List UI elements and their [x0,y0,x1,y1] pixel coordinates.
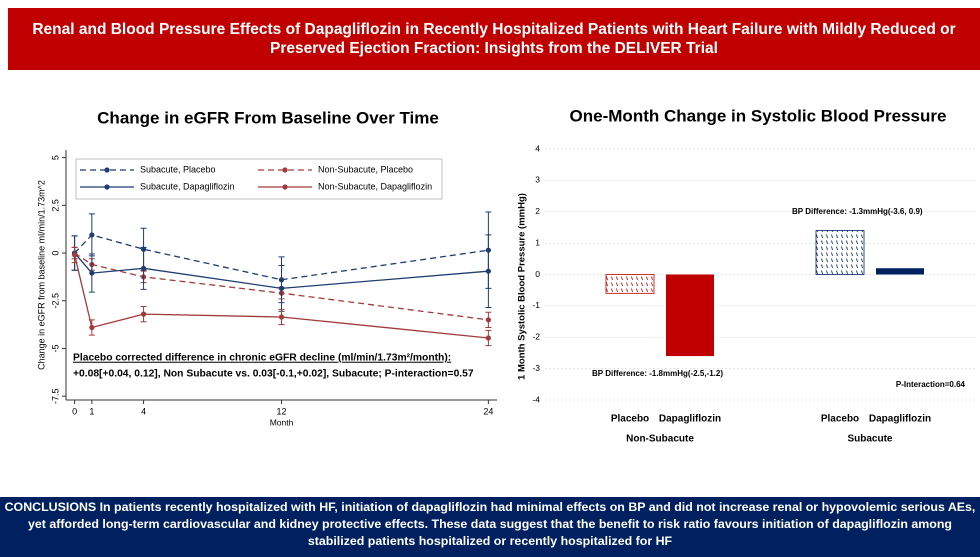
legend-label: Subacute, Placebo [140,164,216,174]
x-tick-label: 0 [72,406,77,416]
x-tick-label: 12 [276,406,286,416]
y-tick-label: -5 [50,344,60,352]
data-point [485,268,491,274]
data-point [140,265,147,271]
legend-label: Subacute, Dapagliflozin [140,181,235,191]
y-tick-label: -1 [532,300,540,310]
data-point [89,270,95,276]
x-tick-label: 24 [483,406,493,416]
y-axis-label: 1 Month Systolic Blood Pressure (mmHg) [517,193,528,380]
group-label: Subacute [847,434,892,445]
y-tick-label: 4 [535,143,540,153]
y-tick-label: 5 [50,155,60,160]
y-tick-label: 0 [535,269,540,279]
data-point [278,285,285,291]
y-tick-label: 2 [535,206,540,216]
annotation-heading: Placebo corrected difference in chronic … [73,353,451,364]
bar-label: Placebo [611,414,649,425]
header-title: Renal and Blood Pressure Effects of Dapa… [8,8,980,70]
annotation-text: +0.08[+0.04, 0.12], Non Subacute vs. 0.0… [73,369,474,380]
data-point [89,324,95,331]
y-tick-label: -7.5 [50,388,60,404]
annotation: P-Interaction=0.64 [896,380,966,389]
data-point [89,232,95,238]
bar [666,274,714,357]
legend-marker [104,167,110,173]
chart-title: Change in eGFR From Baseline Over Time [97,108,439,127]
chart-title: One-Month Change in Systolic Blood Press… [570,106,947,125]
legend-marker [282,167,288,173]
y-tick-label: 3 [535,175,540,185]
legend-marker [282,184,288,190]
annotation-box [70,349,495,383]
bar [815,230,865,275]
annotation: BP Difference: -1.8mmHg(-2.5,-1.2) [592,369,723,378]
bar-label: Dapagliflozin [869,414,931,425]
bar [876,268,924,275]
data-point [72,252,78,258]
group-label: Non-Subacute [626,434,694,445]
data-point [278,314,285,320]
data-point [140,311,147,317]
charts: Change in eGFR From Baseline Over Time 5 2… [36,106,975,445]
legend-label: Non-Subacute, Placebo [318,164,413,174]
y-tick-label: 1 [535,237,540,247]
bar-label: Placebo [821,414,859,425]
x-tick-label: 1 [89,406,94,416]
conclusions: CONCLUSIONS In patients recently hospita… [0,497,980,557]
data-point [485,335,491,341]
y-tick-label: -4 [532,394,540,404]
y-tick-label: -2 [532,332,540,342]
x-axis-label: Month [270,417,294,427]
bar-label: Dapagliflozin [659,414,721,425]
bar [605,274,655,294]
legend-box [75,158,443,200]
x-tick-label: 4 [141,406,146,416]
y-tick-label: 2.5 [50,199,60,212]
legend-label: Non-Subacute, Dapagliflozin [318,181,432,191]
annotation: BP Difference: -1.3mmHg(-3.6, 0.9) [792,207,923,216]
y-tick-label: 0 [50,251,60,256]
legend-marker [104,184,110,190]
y-tick-label: -3 [532,363,540,373]
data-point [485,317,491,323]
y-axis-label: Change in eGFR from baseline ml/min/1.73… [36,180,46,370]
y-tick-label: -2.5 [50,293,60,309]
